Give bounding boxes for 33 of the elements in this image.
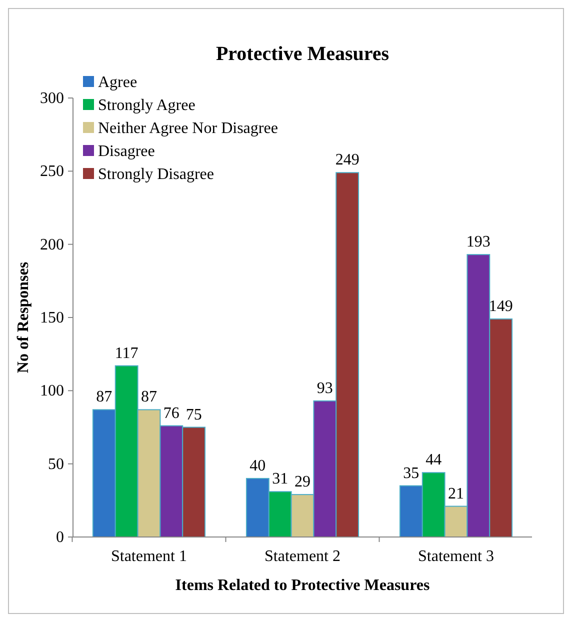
- x-axis-title: Items Related to Protective Measures: [175, 577, 430, 594]
- data-label: 93: [316, 380, 333, 397]
- y-tick-label: 0: [56, 529, 64, 546]
- data-label: 75: [186, 406, 202, 424]
- x-tick-label: Statement 2: [264, 548, 340, 565]
- data-label: 249: [335, 152, 360, 169]
- y-tick-label: 100: [40, 382, 64, 400]
- legend-label: Strongly Agree: [98, 97, 196, 114]
- data-label: 29: [294, 474, 310, 491]
- data-label: 40: [250, 457, 266, 474]
- data-label: 21: [448, 485, 464, 502]
- data-label: 87: [96, 388, 112, 406]
- y-tick-label: 200: [40, 236, 64, 254]
- x-tick-label: Statement 1: [110, 548, 187, 565]
- y-axis-title: No of Responses: [15, 262, 32, 374]
- y-tick-label: 50: [48, 456, 64, 473]
- data-label: 76: [163, 404, 180, 422]
- legend-label: Strongly Disagree: [98, 166, 214, 183]
- data-label: 87: [140, 388, 157, 406]
- legend-label: Neither Agree Nor Disagree: [98, 120, 278, 137]
- data-label: 117: [114, 344, 138, 362]
- y-tick-label: 300: [40, 90, 64, 107]
- x-tick-label: Statement 3: [418, 548, 494, 565]
- data-label: 149: [488, 298, 513, 315]
- data-label: 31: [272, 470, 288, 488]
- y-tick-label: 150: [40, 310, 64, 326]
- chart-title: Protective Measures: [216, 43, 390, 65]
- data-label: 35: [403, 464, 420, 482]
- data-label: 44: [426, 452, 442, 469]
- legend-label: Agree: [98, 74, 138, 91]
- legend-label: Disagree: [98, 143, 155, 160]
- data-label: 193: [466, 234, 490, 251]
- y-tick-label: 250: [40, 163, 64, 180]
